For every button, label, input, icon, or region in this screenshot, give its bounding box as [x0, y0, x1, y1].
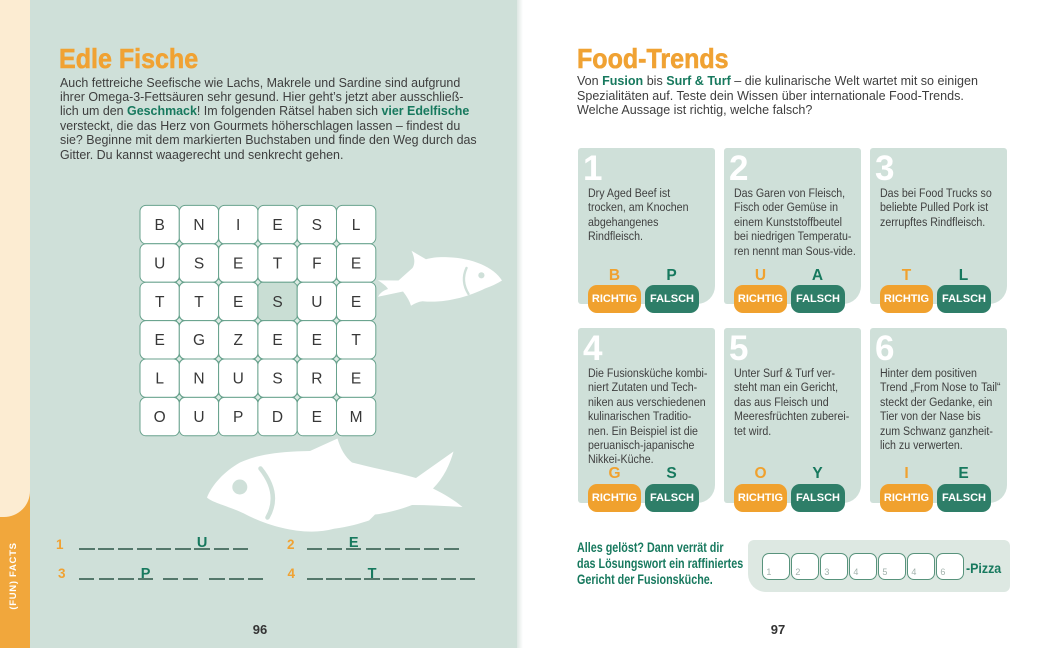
svg-text:D: D [272, 409, 283, 426]
svg-text:S: S [272, 371, 282, 388]
svg-text:R: R [311, 371, 322, 388]
svg-text:N: N [193, 371, 204, 388]
svg-text:U: U [193, 409, 204, 426]
svg-text:U: U [233, 371, 244, 388]
svg-text:E: E [312, 409, 322, 426]
svg-text:T: T [194, 294, 204, 311]
svg-text:Z: Z [233, 332, 242, 349]
svg-text:M: M [350, 409, 363, 426]
svg-text:E: E [233, 294, 243, 311]
svg-text:N: N [193, 217, 204, 234]
svg-text:T: T [273, 255, 283, 272]
svg-text:G: G [193, 332, 205, 349]
svg-text:S: S [272, 294, 282, 311]
svg-text:I: I [236, 217, 240, 234]
svg-text:E: E [155, 332, 165, 349]
svg-text:L: L [155, 371, 164, 388]
svg-text:U: U [154, 255, 165, 272]
svg-text:E: E [351, 255, 361, 272]
svg-text:O: O [154, 409, 166, 426]
svg-text:B: B [155, 217, 165, 234]
svg-text:U: U [311, 294, 322, 311]
svg-text:F: F [312, 255, 321, 272]
svg-text:E: E [272, 217, 282, 234]
svg-text:L: L [352, 217, 361, 234]
svg-text:P: P [233, 409, 243, 426]
svg-text:T: T [155, 294, 165, 311]
svg-text:E: E [312, 332, 322, 349]
svg-text:E: E [272, 332, 282, 349]
svg-text:E: E [351, 371, 361, 388]
svg-text:E: E [351, 294, 361, 311]
svg-text:E: E [233, 255, 243, 272]
svg-text:S: S [194, 255, 204, 272]
svg-text:T: T [351, 332, 361, 349]
svg-text:S: S [312, 217, 322, 234]
